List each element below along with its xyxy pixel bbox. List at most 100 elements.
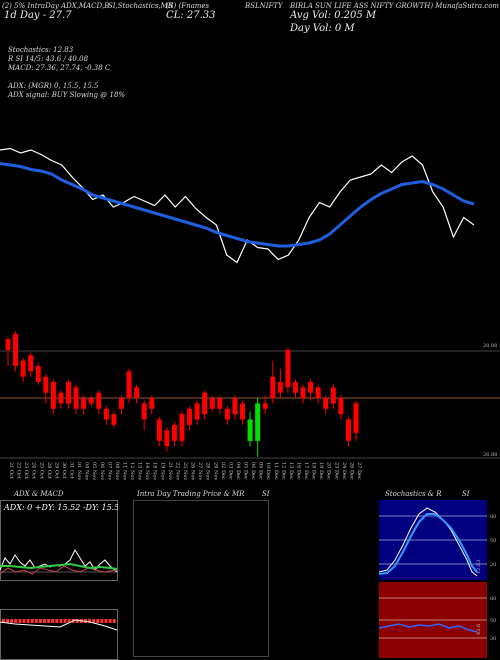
candle-body [126, 371, 132, 399]
candle-body [134, 387, 140, 399]
rsi-tick-50: 50 [490, 618, 496, 624]
stoch-d-line [379, 513, 478, 575]
date-tick: 01 Nov [76, 462, 82, 480]
candle-body [217, 398, 223, 409]
day-volume: Day Vol: 0 M [290, 23, 355, 34]
date-tick: 06 Dec [250, 462, 256, 480]
macd-bar [2, 619, 5, 623]
date-tick: 24 Oct [31, 462, 37, 479]
candle-body [330, 387, 336, 404]
date-tick: 25 Oct [38, 462, 44, 479]
candle-body [255, 403, 261, 441]
stoch-si: SI [462, 490, 470, 498]
macd-bar [14, 619, 18, 623]
macd-bar [112, 619, 116, 623]
macd-bar [92, 619, 96, 623]
avg-volume: Avg Vol: 0.205 M [290, 10, 377, 21]
candle-body [164, 430, 170, 447]
header-fnames: (S) (Fnames [166, 2, 210, 10]
macd-bar [26, 619, 30, 623]
candle-body [315, 387, 321, 399]
price-line [0, 147, 475, 264]
macd-bar [63, 619, 67, 623]
date-tick: 13 Dec [288, 462, 294, 480]
candle-body [262, 403, 268, 409]
date-tick: 29 Nov [212, 462, 218, 480]
stoch-tick-50: 50 [490, 538, 496, 544]
rsi-line [379, 623, 478, 633]
date-tick: 13 Nov [137, 462, 143, 480]
date-tick: 31 Oct [69, 462, 75, 479]
date-tick: 27 Nov [197, 462, 203, 480]
macd-bar [59, 619, 63, 623]
macd-bar [55, 619, 59, 623]
candle-body [240, 403, 246, 420]
date-tick: 19 Nov [159, 462, 165, 480]
header-symbol: BSLNIFTY [245, 2, 283, 10]
candle-body [50, 382, 56, 409]
macd-bar [96, 619, 100, 623]
macd-box [0, 609, 118, 660]
date-tick: 26 Nov [190, 462, 196, 480]
candle-body [194, 403, 200, 420]
date-tick: 12 Dec [280, 462, 286, 480]
date-tick: 20 Dec [326, 462, 332, 480]
date-tick: 28 Oct [46, 462, 52, 479]
macd-line [0, 619, 118, 631]
date-tick: 28 Nov [205, 462, 211, 480]
day-value: 1d Day - 27.7 [4, 10, 72, 21]
candle-body [20, 360, 26, 377]
candle-body [141, 403, 147, 420]
candle-body [103, 408, 109, 420]
candlesticks [5, 331, 359, 457]
date-tick: 21 Nov [167, 462, 173, 480]
macd-bar [34, 619, 38, 623]
macd-bar [43, 619, 46, 623]
date-tick: 04 Nov [84, 462, 90, 480]
candle-body [224, 408, 230, 420]
moving-average-line [0, 162, 475, 248]
candle-body [285, 349, 291, 388]
candle-body [43, 376, 49, 393]
header-company: BIRLA SUN LIFE ASS NIFTY GROWTH) MunafaS… [290, 2, 500, 10]
macd-histogram [2, 619, 116, 623]
candle-body [171, 424, 177, 441]
candle-body [277, 382, 283, 393]
date-tick: 05 Dec [243, 462, 249, 480]
date-tick: 10 Dec [265, 462, 271, 480]
stoch-tick-80: 80 [490, 514, 496, 520]
date-tick: 26 Dec [348, 462, 354, 480]
date-tick: 24 Dec [341, 462, 347, 480]
macd-bar [88, 619, 92, 623]
main-chart: 28.88 26.88 21 Oct 22 Oct 23 Oct 24 Oct 25 O… [0, 147, 500, 480]
candle-body [345, 419, 351, 441]
stoch-rsi-panel: 80 50 20 12.83 80 50 30 43.6 [379, 500, 496, 658]
candle-body [58, 392, 64, 404]
candle-body [28, 355, 34, 372]
candle-body [111, 414, 117, 425]
intraday-box [133, 500, 269, 657]
date-tick: 17 Dec [303, 462, 309, 480]
macd-bar [104, 619, 108, 623]
date-tick: 14 Nov [144, 462, 150, 480]
candle-body [179, 414, 185, 441]
date-tick: 04 Dec [235, 462, 241, 480]
adx-macd-title: ADX & MACD [14, 490, 64, 498]
date-tick: 11 Nov [121, 462, 127, 480]
price-tick-lower: 26.88 [483, 452, 497, 458]
price-tick-upper: 28.88 [483, 343, 497, 349]
date-tick: 23 Dec [333, 462, 339, 480]
macd-bar [30, 619, 34, 623]
candle-body [270, 376, 276, 399]
rsi-tick-80: 80 [490, 596, 496, 602]
stat-adx: ADX: (MGR) 0, 15.5, 15.5 [8, 82, 99, 90]
date-tick: 12 Nov [129, 462, 135, 480]
adx-line [0, 562, 118, 570]
stats-block: Stochastics: 12.83 R SI 14/5: 43.6 / 40.… [8, 46, 125, 100]
date-tick: 05 Nov [91, 462, 97, 480]
candle-body [187, 408, 193, 425]
date-tick: 09 Dec [258, 462, 264, 480]
candle-body [300, 387, 306, 399]
macd-bar [10, 619, 14, 623]
date-tick: 23 Oct [23, 462, 29, 479]
